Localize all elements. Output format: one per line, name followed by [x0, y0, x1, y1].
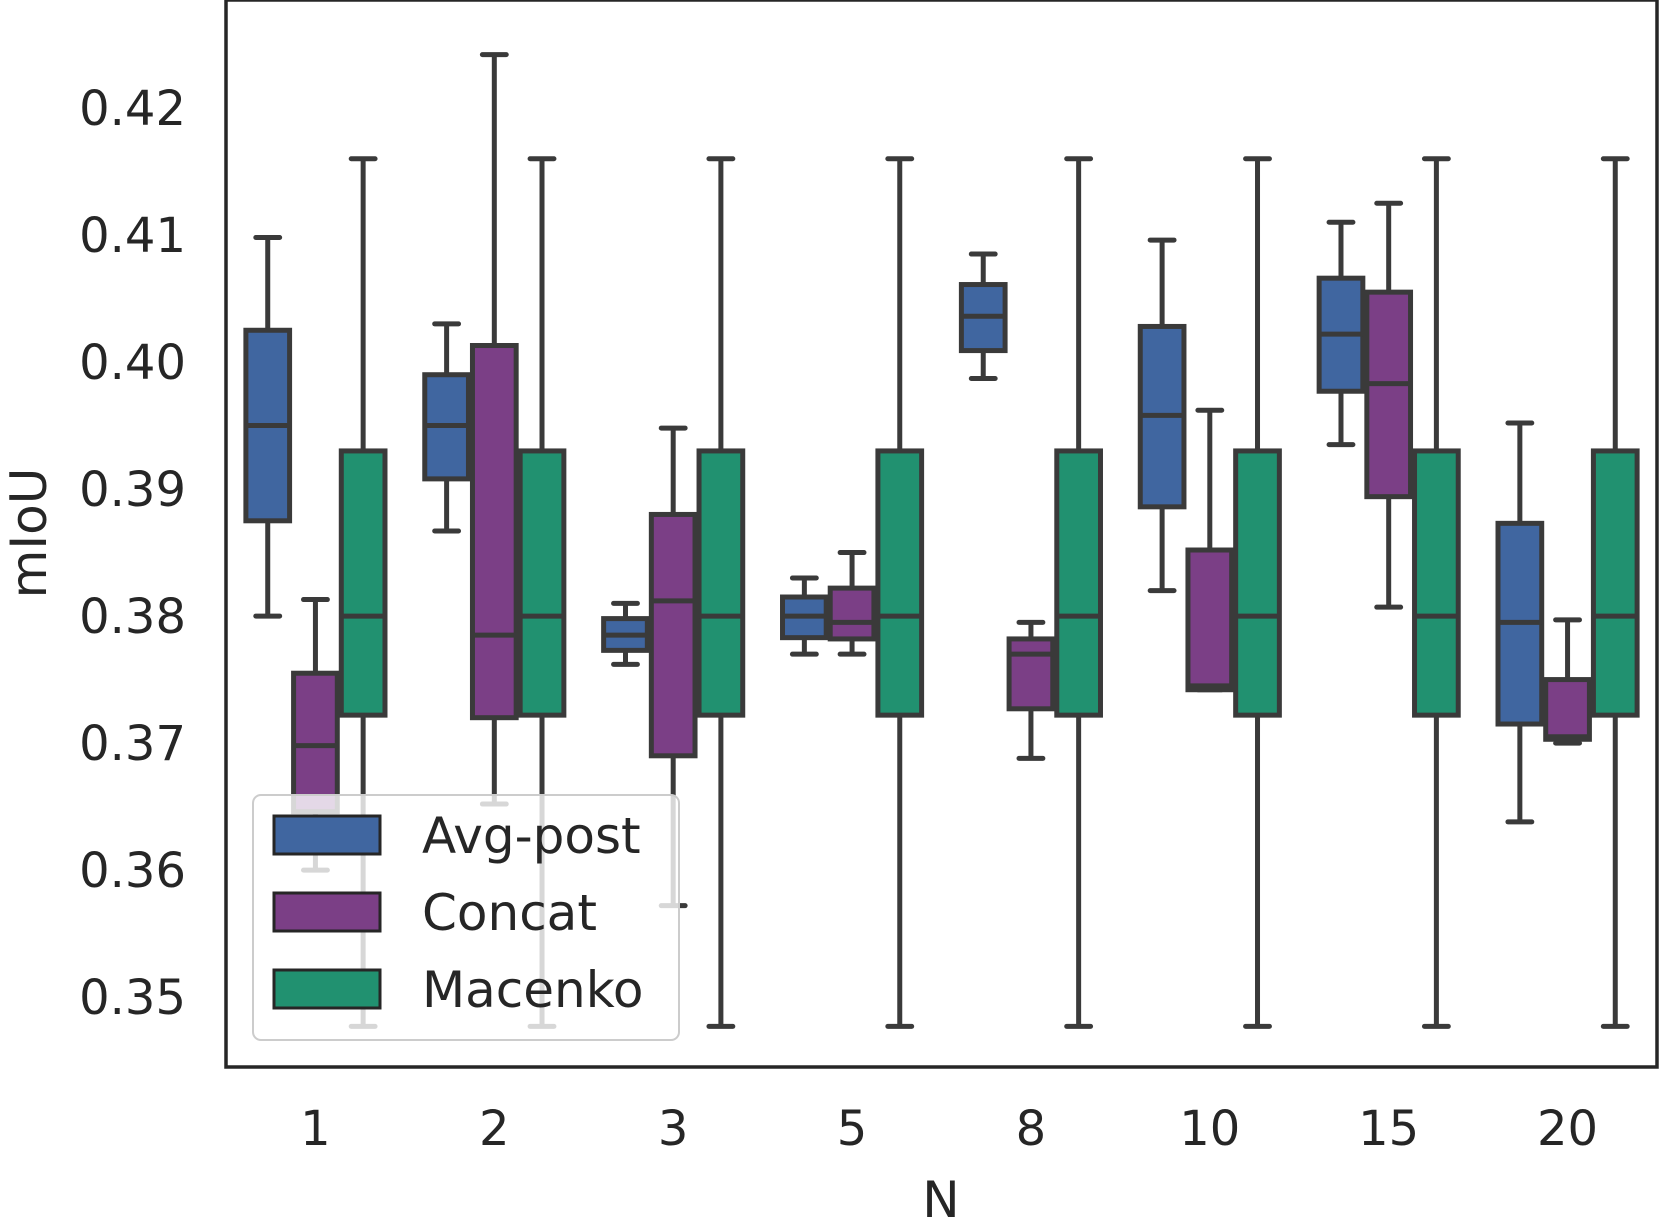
box-macenko-n5: [875, 156, 925, 1029]
box-macenko-n3: [696, 156, 746, 1029]
box-concat-n5: [827, 550, 877, 657]
box-concat-n8: [1006, 619, 1056, 761]
box-concat-n10: [1185, 407, 1235, 693]
box-body: [469, 343, 519, 721]
box-avg-post-n15: [1316, 219, 1366, 448]
box-macenko-n20: [1590, 156, 1640, 1029]
box-avg-post-n5: [780, 575, 829, 657]
legend: Avg-post Concat Macenko: [252, 794, 680, 1041]
y-axis-label: mIoU: [0, 468, 58, 599]
x-tick-label: 5: [837, 1101, 868, 1157]
box-body: [648, 511, 698, 759]
y-tick-label: 0.35: [79, 970, 186, 1026]
y-tick-label: 0.41: [79, 208, 186, 264]
box-body: [827, 585, 877, 642]
box-body: [1412, 448, 1461, 718]
legend-swatch-concat: [272, 891, 382, 933]
box-body: [875, 448, 925, 718]
box-body: [517, 448, 567, 718]
y-tick-label: 0.38: [79, 589, 186, 645]
box-body: [1185, 547, 1235, 693]
x-tick-label: 3: [658, 1101, 689, 1157]
x-tick-label: 20: [1537, 1101, 1598, 1157]
box-macenko-n2: [517, 156, 567, 1029]
box-body: [1233, 448, 1282, 718]
x-tick-label: 10: [1179, 1101, 1240, 1157]
box-macenko-n10: [1233, 156, 1282, 1029]
legend-swatch-avg-post: [272, 814, 382, 856]
box-body: [1054, 448, 1103, 718]
box-body: [291, 670, 340, 815]
y-tick-label: 0.39: [79, 462, 186, 518]
box-avg-post-n3: [601, 600, 650, 667]
box-macenko-n15: [1412, 156, 1461, 1029]
box-body: [1006, 636, 1056, 712]
box-avg-post-n2: [422, 321, 471, 534]
y-tick-label: 0.37: [79, 716, 186, 772]
x-axis-label: N: [922, 1171, 959, 1226]
y-tick-label: 0.36: [79, 843, 186, 899]
legend-label-avg-post: Avg-post: [422, 807, 641, 865]
y-tick-label: 0.42: [79, 81, 186, 137]
box-body: [1364, 289, 1414, 500]
box-avg-post-n20: [1495, 420, 1545, 825]
box-avg-post-n10: [1137, 237, 1187, 594]
box-body: [1543, 677, 1592, 742]
x-tick-label: 2: [479, 1101, 510, 1157]
box-avg-post-n1: [243, 235, 293, 619]
x-tick-label: 1: [300, 1101, 331, 1157]
box-body: [1590, 448, 1640, 718]
box-macenko-n8: [1054, 156, 1103, 1029]
box-body: [696, 448, 746, 718]
box-groups: [243, 52, 1640, 1029]
legend-label-concat: Concat: [422, 884, 597, 942]
x-tick-label: 8: [1016, 1101, 1047, 1157]
box-concat-n1: [291, 597, 340, 873]
box-concat-n2: [469, 52, 519, 807]
box-avg-post-n8: [958, 251, 1008, 382]
y-tick-labels: 0.35 0.36 0.37 0.38 0.39 0.40 0.41 0.42: [79, 81, 186, 1026]
plot-area-frame: [224, 0, 1659, 1069]
x-tick-labels: 1 2 3 5 8 10 15 20: [300, 1101, 1598, 1157]
legend-swatch-macenko: [272, 968, 382, 1010]
box-body: [338, 448, 388, 718]
x-tick-label: 15: [1358, 1101, 1419, 1157]
box-concat-n20: [1543, 617, 1592, 746]
y-tick-label: 0.40: [79, 335, 186, 391]
legend-label-macenko: Macenko: [422, 961, 643, 1019]
box-concat-n15: [1364, 200, 1414, 610]
